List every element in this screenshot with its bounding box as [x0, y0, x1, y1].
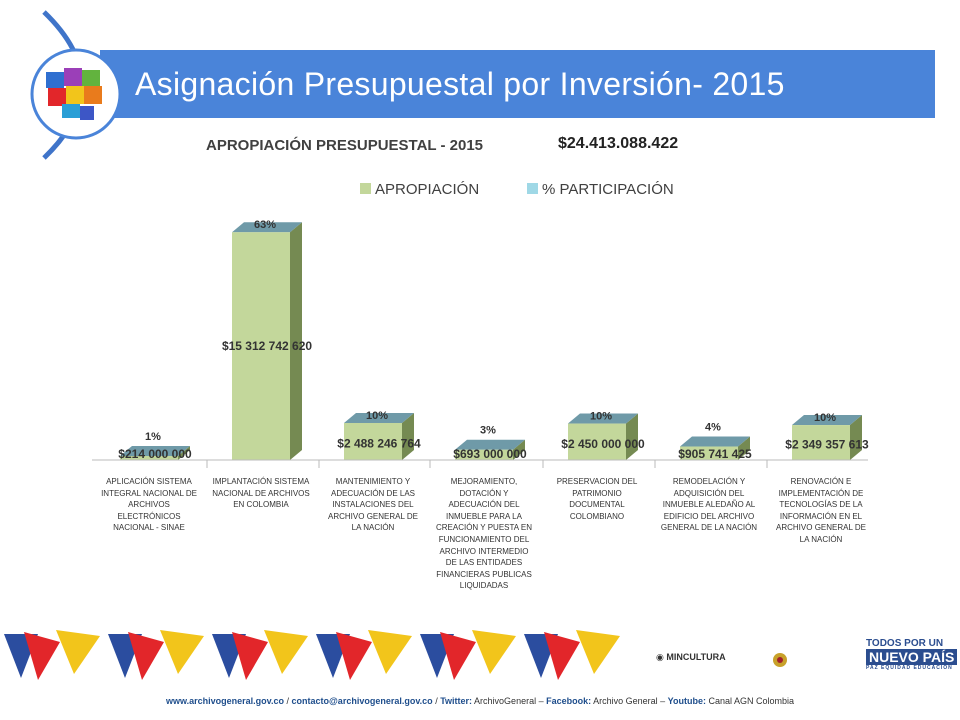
value-label: $693 000 000 — [453, 447, 527, 461]
bar — [232, 232, 290, 460]
legend-swatch — [360, 183, 371, 194]
youtube-channel[interactable]: Canal AGN Colombia — [705, 696, 795, 706]
footer-triangle — [336, 632, 372, 680]
footer-triangle — [128, 632, 164, 680]
website-link[interactable]: www.archivogeneral.gov.co — [165, 696, 285, 706]
bar — [792, 425, 850, 460]
category-label: MEJORAMIENTO, DOTACIÓN Y ADECUACIÓN DEL … — [435, 477, 533, 591]
footer-triangle — [368, 630, 412, 674]
bar-top — [120, 446, 190, 456]
bar-side — [513, 439, 525, 460]
value-label: $2 450 000 000 — [561, 437, 645, 451]
footer-triangle — [544, 632, 580, 680]
bar-side — [626, 413, 638, 460]
title-band — [100, 50, 935, 118]
footer-triangle — [440, 632, 476, 680]
legend-swatch — [527, 183, 538, 194]
value-label: $214 000 000 — [118, 447, 192, 461]
footer-decoration — [4, 630, 620, 680]
category-label: APLICACIÓN SISTEMA INTEGRAL NACIONAL DE … — [101, 477, 197, 533]
puzzle-logo-icon — [30, 48, 122, 140]
gov-logo-line2: NUEVO PAÍS — [866, 649, 958, 665]
percent-label: 3% — [480, 425, 496, 437]
footer-triangle — [264, 630, 308, 674]
value-label: $2 349 357 613 — [785, 438, 869, 452]
bar-side — [850, 415, 862, 460]
value-label: $905 741 425 — [678, 447, 752, 461]
category-label: RENOVACIÓN E IMPLEMENTACIÓN DE TECNOLOGÍ… — [776, 477, 866, 544]
twitter-handle[interactable]: ArchivoGeneral – — [472, 696, 547, 706]
category-label: REMODELACIÓN Y ADQUISICIÓN DEL INMUEBLE … — [660, 477, 758, 533]
budget-total: $24.413.088.422 — [558, 135, 679, 152]
bar — [120, 456, 178, 460]
footer-triangle — [160, 630, 204, 674]
category-label: MANTENIMIENTO Y ADECUACIÓN DE LAS INSTAL… — [328, 477, 418, 533]
bar-top — [344, 412, 414, 423]
email-link[interactable]: contacto@archivogeneral.gov.co — [291, 696, 433, 706]
bar — [455, 449, 513, 460]
bar-side — [402, 412, 414, 460]
bar-top — [792, 415, 862, 426]
percent-label: 10% — [814, 412, 836, 424]
facebook-handle[interactable]: Archivo General – — [591, 696, 668, 706]
legend-label: APROPIACIÓN — [375, 181, 479, 198]
bar-top — [455, 439, 525, 450]
value-label: $15 312 742 620 — [222, 339, 312, 353]
footer-triangle — [24, 632, 60, 680]
percent-label: 4% — [705, 422, 721, 434]
legend-label: % PARTICIPACIÓN — [542, 181, 674, 198]
bar-side — [178, 446, 190, 460]
budget-bar-chart: APROPIACIÓN % PARTICIPACIÓN $214 000 000 1… — [92, 181, 869, 468]
bar-side — [738, 436, 750, 460]
bar-top — [568, 413, 638, 424]
bar-series: $214 000 000 1% $15 312 742 620 63% $2 488 2… — [118, 219, 869, 468]
agn-logo — [772, 652, 788, 668]
percent-label: 10% — [366, 410, 388, 422]
footer-triangle — [472, 630, 516, 674]
bar — [568, 423, 626, 460]
mincultura-icon: ◉ — [656, 652, 667, 662]
bar-top — [680, 436, 750, 447]
footer-triangle — [576, 630, 620, 674]
chart-title: APROPIACIÓN PRESUPUESTAL - 2015 — [206, 137, 484, 154]
agn-seal-icon — [773, 653, 787, 667]
footer-contact-line: www.archivogeneral.gov.co / contacto@arc… — [165, 696, 795, 706]
mincultura-logo: ◉ MINCULTURA — [656, 652, 726, 662]
government-logo: TODOS POR UN NUEVO PAÍS PAZ EQUIDAD EDUC… — [866, 638, 958, 671]
gov-logo-line3: PAZ EQUIDAD EDUCACIÓN — [866, 665, 953, 671]
category-label: PRESERVACION DEL PATRIMONIO DOCUMENTAL C… — [556, 477, 638, 521]
bar-side — [290, 222, 302, 460]
percent-label: 1% — [145, 431, 161, 443]
chart-legend: APROPIACIÓN % PARTICIPACIÓN — [360, 181, 674, 198]
gov-logo-line1: TODOS POR UN — [866, 638, 944, 649]
bar — [344, 422, 402, 460]
category-label: IMPLANTACIÓN SISTEMA NACIONAL DE ARCHIVO… — [212, 477, 310, 510]
percent-label: 10% — [590, 411, 612, 423]
footer-triangle — [232, 632, 268, 680]
footer-triangle — [56, 630, 100, 674]
value-label: $2 488 246 764 — [337, 436, 421, 450]
percent-label: 63% — [254, 219, 276, 231]
bar — [680, 446, 738, 460]
bar-top — [232, 222, 302, 233]
slide-title: Asignación Presupuestal por Inversión- 2… — [135, 66, 785, 102]
